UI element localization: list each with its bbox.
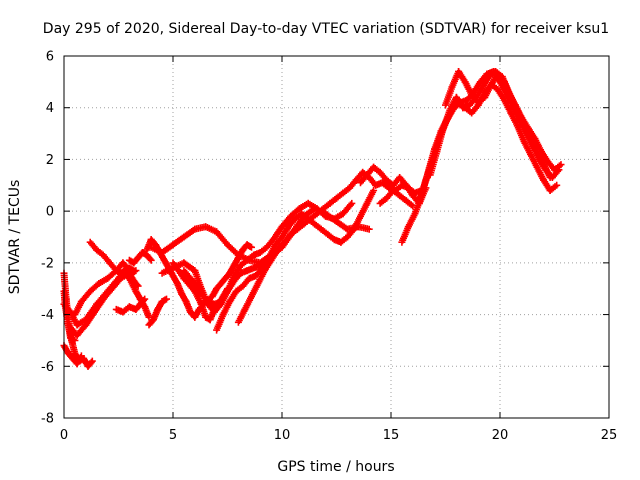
x-tick-label: 20 bbox=[492, 428, 509, 443]
series-track-10 bbox=[145, 295, 170, 329]
data-point-plus bbox=[158, 295, 170, 306]
data-point-plus bbox=[551, 161, 565, 174]
data-point-plus bbox=[125, 264, 138, 275]
series-track-6 bbox=[67, 269, 142, 339]
data-point-plus bbox=[339, 199, 356, 218]
y-tick-label: 0 bbox=[46, 205, 54, 220]
data-point-plus bbox=[546, 181, 561, 194]
data-point-plus bbox=[540, 161, 554, 181]
data-point-plus bbox=[130, 277, 142, 290]
x-tick-label: 15 bbox=[383, 428, 400, 443]
y-tick-label: -2 bbox=[41, 256, 54, 271]
y-tick-label: 2 bbox=[46, 153, 54, 168]
axes: 0 5 10 15 20 25 -8 -6 -4 -2 0 2 4 6 bbox=[41, 50, 617, 444]
x-axis-label: GPS time / hours bbox=[277, 459, 394, 475]
data-point-plus bbox=[169, 259, 188, 282]
chart-title: Day 295 of 2020, Sidereal Day-to-day VTE… bbox=[43, 21, 609, 37]
series-track-16 bbox=[213, 187, 378, 334]
data-point-plus bbox=[402, 197, 417, 210]
data-point-plus bbox=[84, 357, 96, 370]
data-point-plus bbox=[136, 295, 149, 308]
y-tick-label: -6 bbox=[41, 360, 54, 375]
data-point-plus bbox=[67, 334, 79, 344]
x-tick-label: 10 bbox=[274, 428, 291, 443]
plot-area bbox=[60, 68, 565, 370]
x-tick-label: 25 bbox=[601, 428, 618, 443]
data-point-plus bbox=[141, 303, 153, 321]
plot-frame bbox=[63, 55, 610, 419]
y-axis-label: SDTVAR / TECUs bbox=[7, 180, 23, 295]
x-tick-label: 0 bbox=[60, 428, 68, 443]
data-point-plus bbox=[73, 352, 85, 368]
series-track-9 bbox=[125, 249, 155, 267]
series-track-3 bbox=[60, 342, 85, 368]
series-track-8 bbox=[112, 295, 149, 316]
series-track-7 bbox=[86, 238, 138, 277]
x-tick-label: 5 bbox=[169, 428, 177, 443]
data-point-plus bbox=[363, 187, 378, 207]
series-track-15 bbox=[180, 199, 356, 308]
series-track-23 bbox=[442, 68, 554, 181]
series-track-17 bbox=[234, 168, 425, 326]
series-track-19 bbox=[376, 187, 417, 210]
data-point-plus bbox=[243, 241, 255, 251]
y-tick-label: 4 bbox=[46, 101, 54, 116]
y-tick-label: -4 bbox=[41, 308, 54, 323]
y-tick-label: 6 bbox=[46, 50, 54, 65]
y-tick-label: -8 bbox=[41, 412, 54, 427]
data-point-plus bbox=[143, 251, 155, 264]
